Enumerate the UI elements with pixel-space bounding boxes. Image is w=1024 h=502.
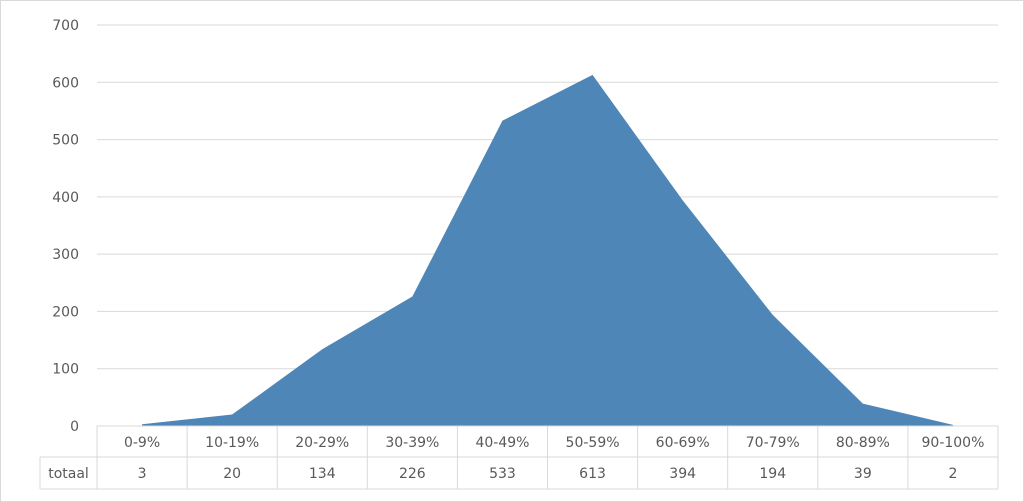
data-table-value: 226 [399, 466, 426, 482]
y-tick-label: 400 [52, 190, 79, 206]
x-category-label: 10-19% [205, 435, 259, 451]
data-table-value: 194 [759, 466, 786, 482]
data-table-value: 533 [489, 466, 516, 482]
y-tick-label: 600 [52, 75, 79, 91]
data-table-value: 134 [309, 466, 336, 482]
y-tick-label: 100 [52, 362, 79, 378]
y-tick-label: 700 [52, 18, 79, 34]
data-table-series-label: totaal [48, 466, 89, 482]
x-category-label: 30-39% [385, 435, 439, 451]
x-category-label: 70-79% [746, 435, 800, 451]
data-table-value: 2 [948, 466, 957, 482]
data-table-value: 613 [579, 466, 606, 482]
x-category-label: 20-29% [295, 435, 349, 451]
x-category-label: 90-100% [922, 435, 985, 451]
y-tick-label: 0 [70, 419, 79, 435]
area-series-totaal [142, 74, 953, 427]
x-category-label: 50-59% [566, 435, 620, 451]
x-category-label: 40-49% [475, 435, 529, 451]
x-category-label: 80-89% [836, 435, 890, 451]
y-tick-label: 500 [52, 133, 79, 149]
x-category-label: 0-9% [124, 435, 160, 451]
data-table-value: 3 [138, 466, 147, 482]
data-table-value: 39 [854, 466, 872, 482]
data-table-value: 20 [223, 466, 241, 482]
y-tick-label: 200 [52, 304, 79, 320]
y-tick-label: 300 [52, 247, 79, 263]
x-category-label: 60-69% [656, 435, 710, 451]
data-table-value: 394 [669, 466, 696, 482]
